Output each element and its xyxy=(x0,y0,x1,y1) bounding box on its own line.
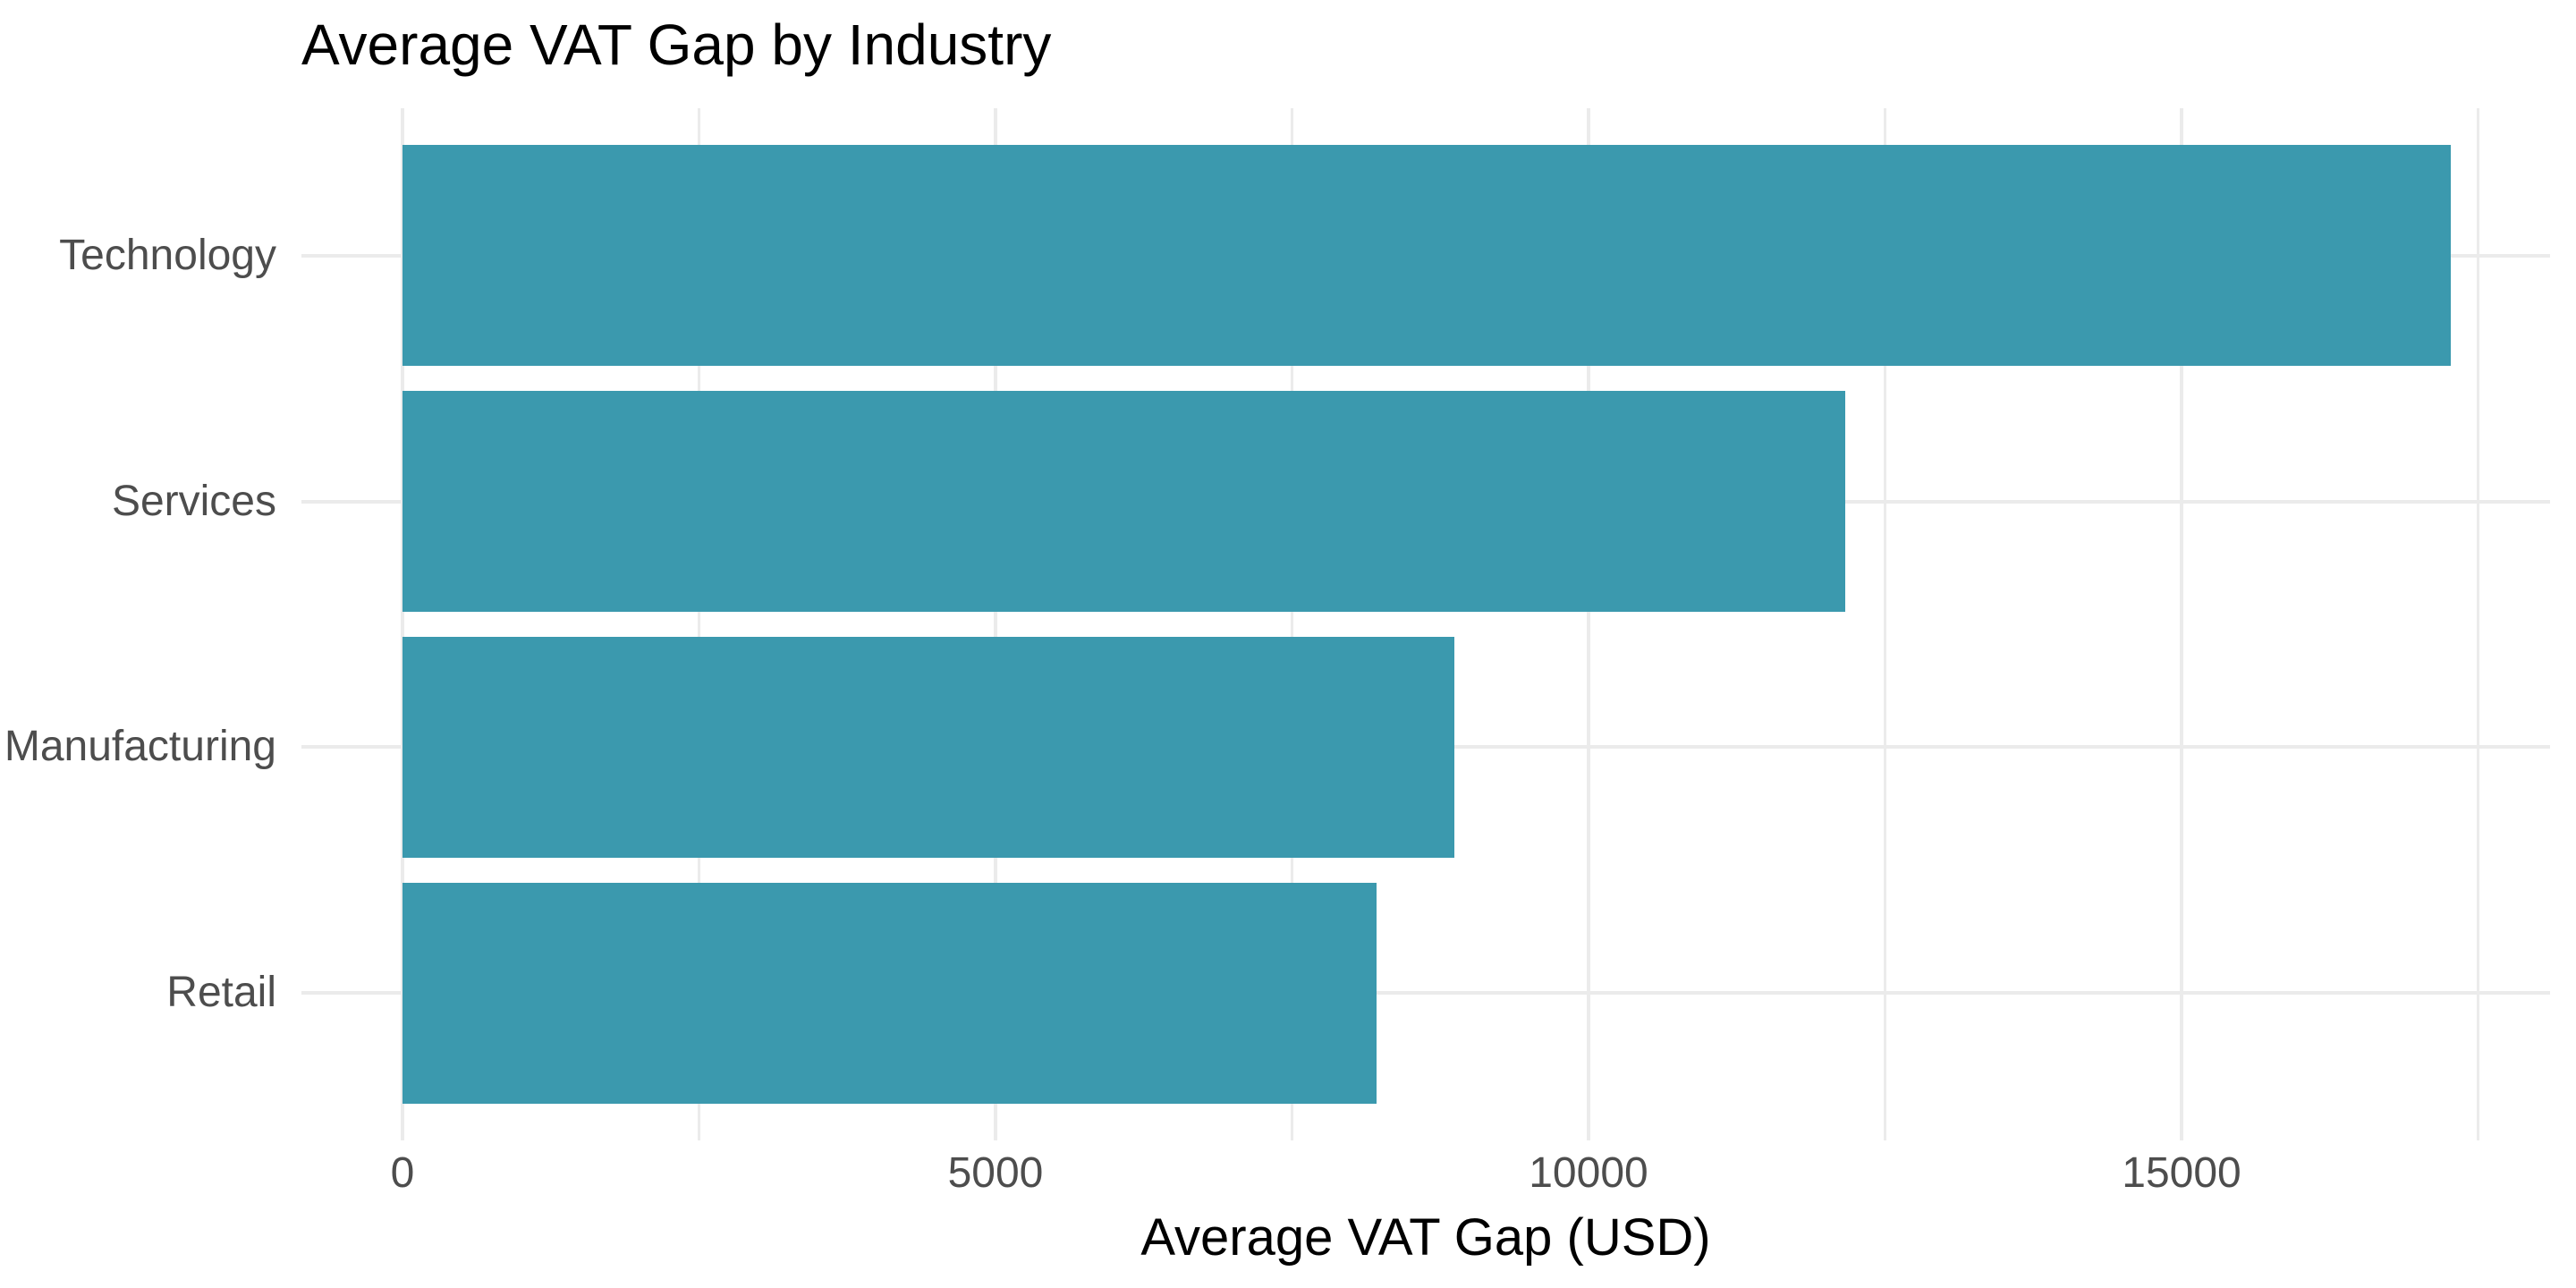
x-tick-label: 15000 xyxy=(2122,1149,2241,1197)
y-axis-label: Manufacturing xyxy=(4,723,276,771)
y-axis-label: Services xyxy=(111,477,276,525)
plot-panel xyxy=(301,108,2550,1140)
bar-services xyxy=(402,390,1846,613)
chart-title: Average VAT Gap by Industry xyxy=(301,13,1052,77)
y-axis-label: Retail xyxy=(166,969,276,1017)
x-tick-label: 10000 xyxy=(1529,1149,1648,1197)
bar-technology xyxy=(402,145,2451,367)
x-tick-label: 5000 xyxy=(947,1149,1044,1197)
x-tick-label: 0 xyxy=(390,1149,415,1197)
y-axis-label: Technology xyxy=(59,231,276,279)
major-gridline xyxy=(2180,108,2183,1140)
major-gridline xyxy=(993,108,997,1140)
category-gridline xyxy=(301,991,2550,996)
major-gridline xyxy=(1586,108,1590,1140)
minor-gridline xyxy=(1884,108,1886,1140)
x-axis-title: Average VAT Gap (USD) xyxy=(1140,1208,1711,1267)
minor-gridline xyxy=(1290,108,1293,1140)
minor-gridline xyxy=(2477,108,2479,1140)
bar-manufacturing xyxy=(402,636,1455,859)
minor-gridline xyxy=(697,108,700,1140)
bar-retail xyxy=(402,882,1377,1104)
major-gridline xyxy=(400,108,404,1140)
